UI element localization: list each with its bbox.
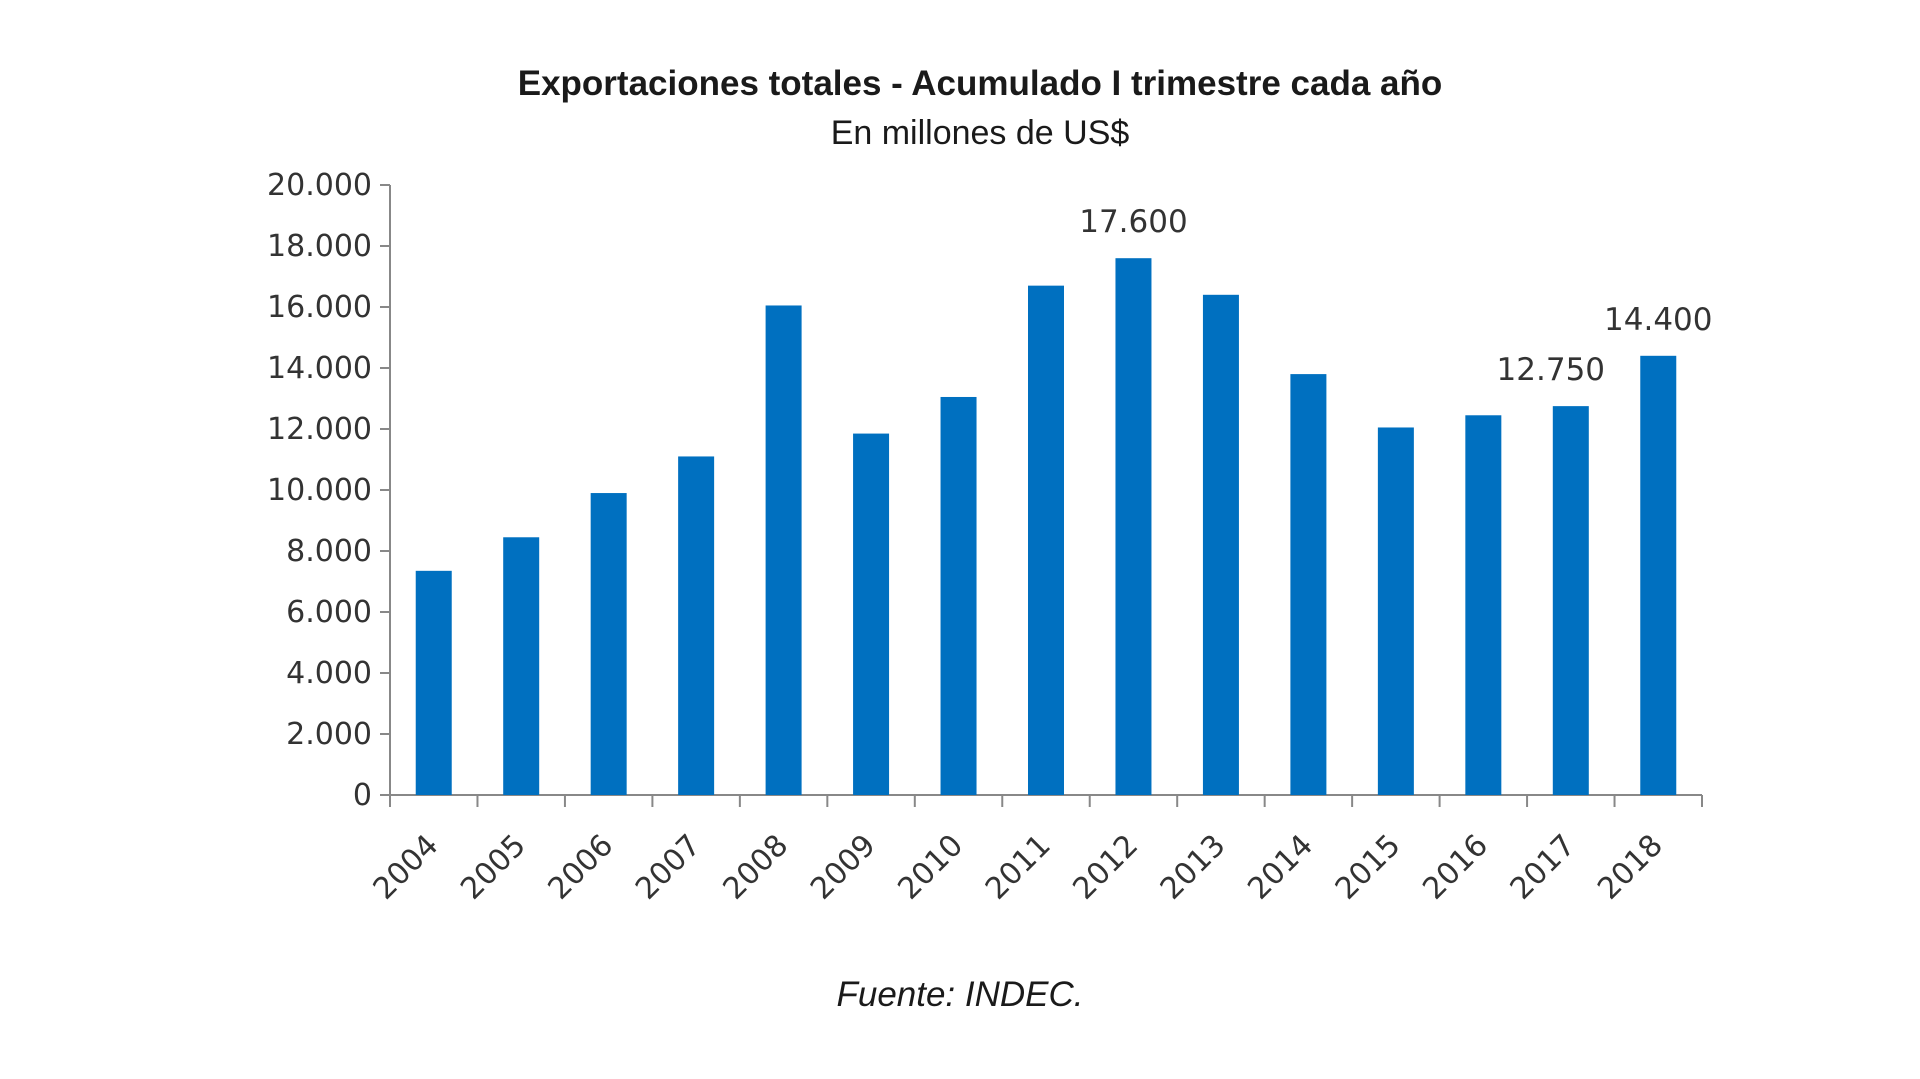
x-tick-label: 2005 [454,828,533,907]
x-tick-label: 2016 [1416,828,1495,907]
y-tick-label: 14.000 [267,351,372,386]
y-tick-label: 18.000 [267,229,372,264]
y-tick-label: 6.000 [286,595,372,630]
bar-2015 [1377,427,1414,795]
y-axis: 0 2.000 4.000 6.000 8.000 10.000 12.000 14.000 1… [267,168,391,813]
x-tick-label: 2007 [629,828,708,907]
bar-2005 [503,537,540,795]
bar-2007 [678,456,715,795]
y-tick-label: 12.000 [267,412,372,447]
x-tick-label: 2017 [1504,828,1583,907]
x-tick-label: 2018 [1591,828,1670,907]
data-label-2017: 12.750 [1497,352,1605,388]
x-tick-label: 2013 [1154,828,1233,907]
y-tick-label: 4.000 [286,656,372,691]
x-tick-label: 2012 [1066,828,1145,907]
bar-2014 [1290,374,1327,795]
y-tick-label: 20.000 [267,168,372,203]
bar-2016 [1465,415,1502,795]
y-tick-label: 10.000 [267,473,372,508]
source-note: Fuente: INDEC. [836,975,1084,1014]
y-tick-label: 16.000 [267,290,372,325]
bar-2017 [1552,406,1589,795]
bars [415,258,1677,795]
x-tick-label: 2008 [717,828,796,907]
bar-2011 [1028,285,1064,795]
x-tick-label: 2009 [804,828,883,907]
x-tick-label: 2010 [891,828,970,907]
x-tick-label: 2006 [542,828,621,907]
bar-2009 [853,433,890,795]
bar-2010 [940,396,977,795]
bar-2004 [415,570,452,795]
bar-2008 [765,305,802,795]
x-axis: 2004 2005 2006 2007 2008 2009 2010 2011 2012 2013… [367,794,1703,907]
bar-2018 [1640,355,1677,795]
x-tick-label: 2015 [1329,828,1408,907]
chart-title: Exportaciones totales - Acumulado I trim… [517,64,1443,103]
chart-subtitle: En millones de US$ [830,114,1130,152]
bar-2006 [590,493,627,795]
x-tick-label: 2011 [979,828,1058,907]
bar-2012 [1115,258,1152,795]
data-label-2012: 17.600 [1079,204,1187,240]
bar-2013 [1202,294,1239,795]
y-tick-label: 2.000 [286,717,372,752]
y-tick-label: 0 [353,778,372,813]
data-label-2018: 14.400 [1604,302,1712,338]
x-tick-label: 2004 [367,828,446,907]
x-tick-label: 2014 [1241,828,1320,907]
data-labels: 17.600 12.750 14.400 [1079,204,1712,388]
y-tick-label: 8.000 [286,534,372,569]
